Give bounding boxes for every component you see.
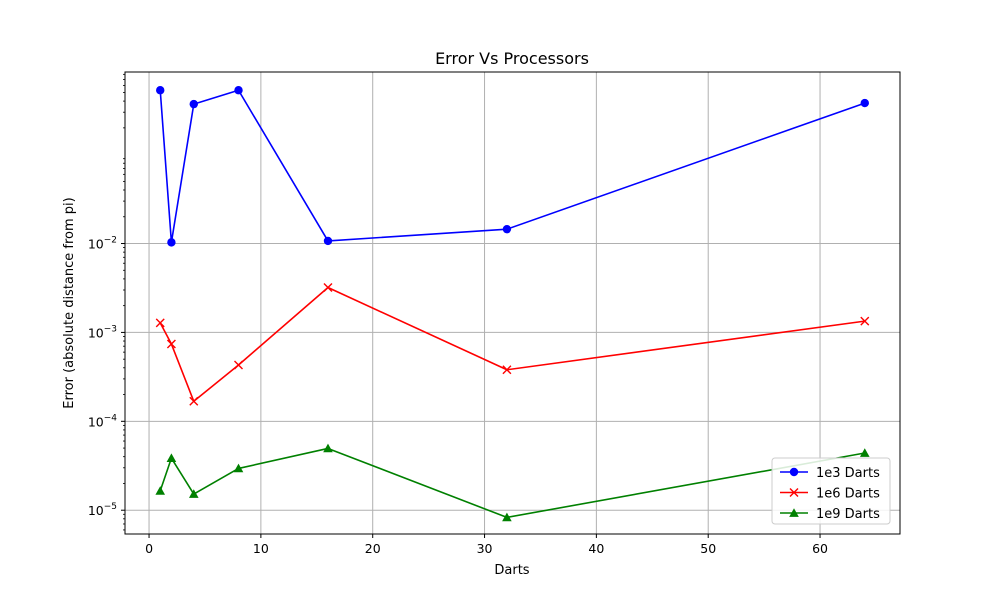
legend-item: 1e6 Darts [780, 487, 880, 502]
chart-title: Error Vs Processors [435, 49, 589, 68]
series-2 [155, 283, 870, 406]
ticks: 0 10 20 30 40 50 60 10−5 10−4 10−3 10−2 [88, 73, 828, 556]
data-point [189, 396, 199, 406]
y-axis-label: Error (absolute distance from pi) [62, 197, 77, 408]
data-point [323, 283, 333, 293]
legend-marker [789, 467, 799, 477]
legend: 1e3 Darts 1e6 Darts 1e9 Darts [771, 457, 891, 525]
data-point [502, 224, 512, 234]
data-point [859, 448, 870, 457]
data-point [323, 236, 333, 246]
data-point [502, 365, 512, 375]
series-3 [155, 443, 870, 522]
x-tick-label: 50 [700, 541, 716, 556]
data-point [860, 316, 870, 326]
series-layer [155, 86, 870, 522]
y-tick-label: 10−2 [88, 236, 117, 252]
grid [125, 72, 900, 534]
data-point [188, 489, 199, 498]
series-1 [156, 86, 869, 247]
legend-label: 1e3 Darts [816, 466, 880, 481]
legend-label: 1e9 Darts [816, 507, 880, 522]
x-tick-label: 30 [477, 541, 493, 556]
legend-box [771, 457, 891, 525]
data-point [189, 99, 198, 109]
data-point [155, 486, 166, 495]
data-point [167, 238, 176, 247]
data-point [166, 339, 176, 349]
x-tick-label: 0 [145, 541, 153, 556]
data-point [234, 360, 244, 370]
x-axis-label: Darts [494, 563, 529, 578]
data-point [234, 86, 243, 95]
legend-item: 1e3 Darts [780, 466, 880, 481]
data-point [166, 453, 177, 463]
data-point [233, 463, 244, 473]
x-tick-label: 20 [365, 541, 381, 556]
x-tick-label: 10 [253, 541, 269, 556]
legend-marker [789, 508, 799, 517]
x-tick-label: 60 [812, 541, 828, 556]
data-point [860, 98, 869, 108]
y-tick-label: 10−3 [88, 324, 117, 340]
legend-marker [789, 488, 799, 497]
legend-item: 1e9 Darts [780, 507, 880, 522]
x-tick-label: 40 [588, 541, 604, 556]
y-tick-label: 10−5 [88, 502, 117, 518]
y-tick-label: 10−4 [88, 413, 117, 429]
legend-label: 1e6 Darts [816, 487, 880, 502]
data-point [155, 318, 165, 328]
data-point [323, 443, 333, 453]
plot-frame [124, 71, 901, 535]
data-point [502, 512, 512, 522]
data-point [156, 86, 165, 95]
